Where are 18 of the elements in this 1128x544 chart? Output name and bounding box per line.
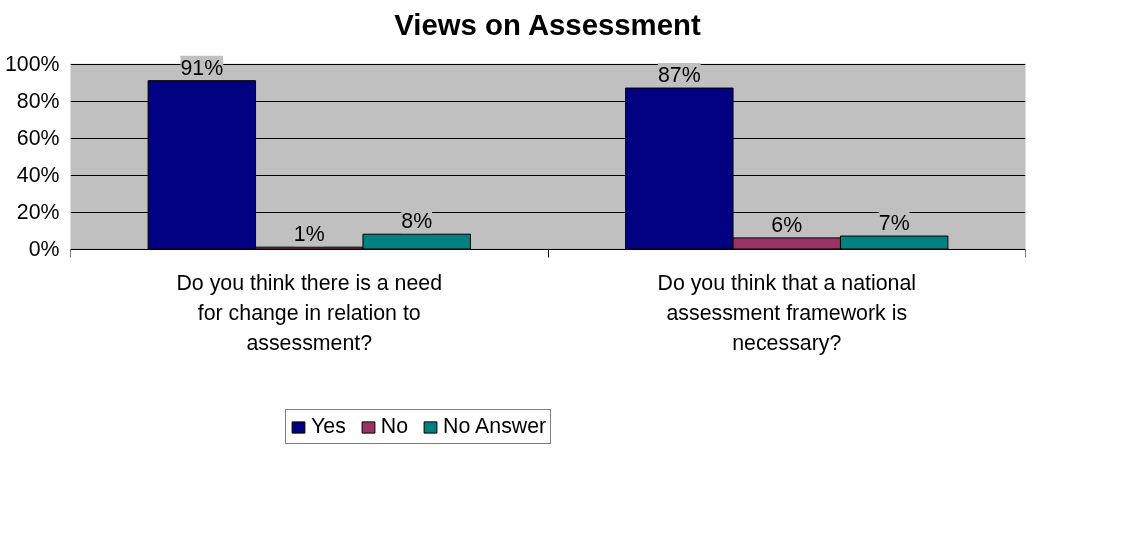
data-label: 91% xyxy=(180,55,224,80)
y-tick-label: 100% xyxy=(4,52,60,76)
data-label: 7% xyxy=(878,211,910,236)
legend-label: Yes xyxy=(311,414,346,439)
x-tick-label: Do you think there is a need for change in relation to assessment? xyxy=(176,271,443,355)
y-tick-label: 60% xyxy=(16,126,60,150)
chart-title: Views on Assessment xyxy=(394,7,701,41)
legend-label: No Answer xyxy=(443,414,547,439)
x-tick-label: Do you think that a national assessment framework is necessary? xyxy=(657,271,916,355)
data-label: 6% xyxy=(771,212,803,237)
legend-label: No xyxy=(380,414,409,439)
y-tick-label: 40% xyxy=(16,163,60,187)
y-tick-label: 0% xyxy=(28,237,60,261)
data-label: 87% xyxy=(657,63,701,88)
y-tick-label: 20% xyxy=(16,200,60,224)
y-tick-label: 80% xyxy=(16,89,60,113)
data-label: 8% xyxy=(401,209,433,234)
data-label: 1% xyxy=(293,222,325,247)
